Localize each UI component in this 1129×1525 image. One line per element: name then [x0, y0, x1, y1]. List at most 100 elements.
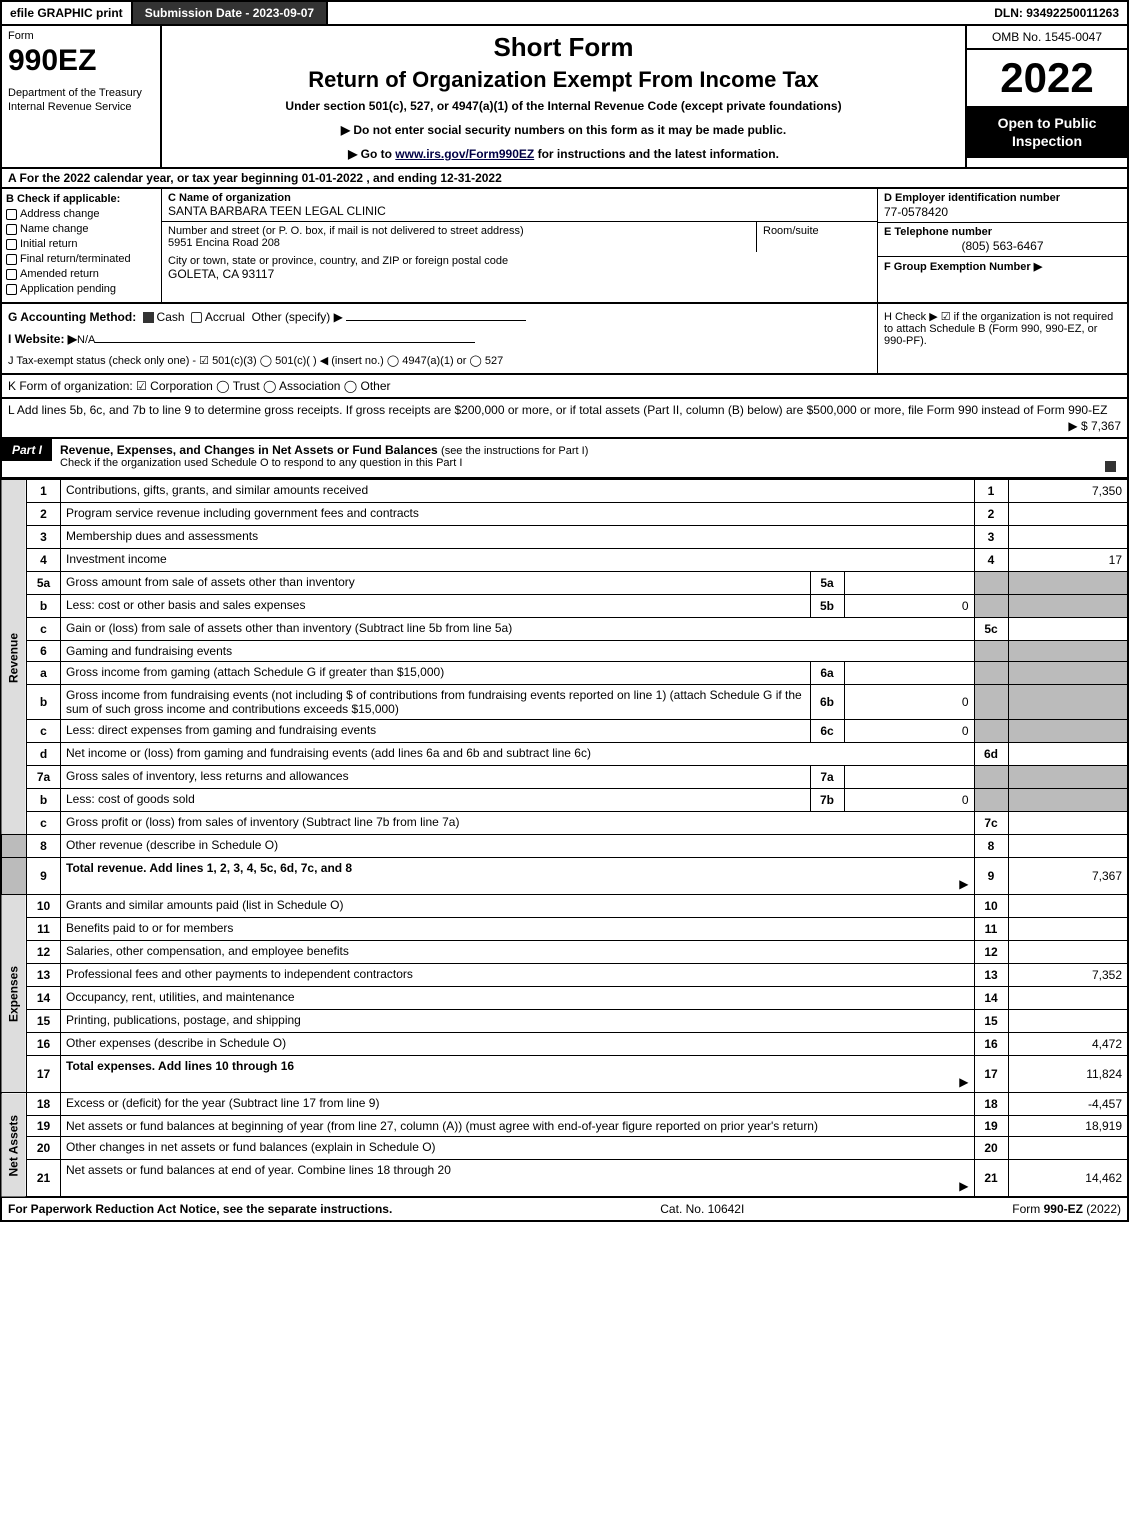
ein-block: D Employer identification number 77-0578… [878, 189, 1127, 223]
c-name-label: C Name of organization [168, 192, 871, 204]
footer-left: For Paperwork Reduction Act Notice, see … [8, 1202, 392, 1216]
info-section: B Check if applicable: Address change Na… [0, 189, 1129, 304]
table-row: cGain or (loss) from sale of assets othe… [1, 618, 1128, 641]
ghi-left: G Accounting Method: Cash Accrual Other … [2, 304, 877, 373]
row-j: J Tax-exempt status (check only one) - ☑… [8, 354, 871, 367]
street-value: 5951 Encina Road 208 [168, 237, 750, 249]
side-expenses: Expenses [1, 895, 27, 1093]
arrow-icon: ▶ [959, 877, 968, 891]
arrow-icon: ▶ [959, 1075, 968, 1089]
table-row: 21Net assets or fund balances at end of … [1, 1160, 1128, 1198]
street-row: Number and street (or P. O. box, if mail… [162, 222, 877, 252]
table-row: Net Assets 18Excess or (deficit) for the… [1, 1093, 1128, 1116]
l-amount: ▶ $ 7,367 [1068, 419, 1121, 433]
ein-value: 77-0578420 [884, 205, 1121, 219]
row-g: G Accounting Method: Cash Accrual Other … [8, 310, 871, 324]
checkbox-checked-icon [1105, 461, 1116, 472]
street-label: Number and street (or P. O. box, if mail… [168, 225, 750, 237]
org-name-block: C Name of organization SANTA BARBARA TEE… [162, 189, 877, 222]
table-row: dNet income or (loss) from gaming and fu… [1, 743, 1128, 766]
part-title: Revenue, Expenses, and Changes in Net As… [60, 439, 1094, 477]
checkbox-icon[interactable] [6, 239, 17, 250]
col-d-right: D Employer identification number 77-0578… [877, 189, 1127, 302]
row-g-h: G Accounting Method: Cash Accrual Other … [0, 304, 1129, 375]
table-row: 16Other expenses (describe in Schedule O… [1, 1033, 1128, 1056]
footer-mid: Cat. No. 10642I [660, 1202, 744, 1216]
col-b-checkboxes: B Check if applicable: Address change Na… [2, 189, 162, 302]
checkbox-icon[interactable] [191, 312, 202, 323]
table-row: Expenses 10Grants and similar amounts pa… [1, 895, 1128, 918]
side-revenue: Revenue [1, 480, 27, 835]
form-label: Form [8, 30, 154, 42]
table-row: 7aGross sales of inventory, less returns… [1, 766, 1128, 789]
form-header: Form 990EZ Department of the Treasury In… [0, 26, 1129, 169]
submission-date: Submission Date - 2023-09-07 [131, 2, 328, 24]
irs-link[interactable]: www.irs.gov/Form990EZ [395, 147, 534, 161]
table-row: bGross income from fundraising events (n… [1, 685, 1128, 720]
checkbox-icon[interactable] [6, 269, 17, 280]
part-1-header: Part I Revenue, Expenses, and Changes in… [0, 439, 1129, 479]
short-form-title: Short Form [172, 32, 955, 63]
b-item: Final return/terminated [6, 253, 157, 265]
efile-label: efile GRAPHIC print [2, 2, 131, 24]
table-row: bLess: cost of goods sold7b0 [1, 789, 1128, 812]
org-name: SANTA BARBARA TEEN LEGAL CLINIC [168, 204, 871, 218]
city-label: City or town, state or province, country… [168, 255, 871, 267]
b-label: B Check if applicable: [6, 193, 157, 205]
header-left: Form 990EZ Department of the Treasury In… [2, 26, 162, 167]
table-row: cLess: direct expenses from gaming and f… [1, 720, 1128, 743]
return-title: Return of Organization Exempt From Incom… [172, 67, 955, 93]
website-underline [95, 342, 475, 343]
table-row: cGross profit or (loss) from sales of in… [1, 812, 1128, 835]
top-bar: efile GRAPHIC print Submission Date - 20… [0, 0, 1129, 26]
phone-label: E Telephone number [884, 226, 1121, 238]
city-block: City or town, state or province, country… [162, 252, 877, 284]
table-row: 14Occupancy, rent, utilities, and mainte… [1, 987, 1128, 1010]
checkbox-icon[interactable] [6, 224, 17, 235]
table-row: Revenue 1Contributions, gifts, grants, a… [1, 480, 1128, 503]
omb-number: OMB No. 1545-0047 [967, 26, 1127, 50]
row-a-tax-year: A For the 2022 calendar year, or tax yea… [0, 169, 1129, 189]
ein-label: D Employer identification number [884, 192, 1121, 204]
table-row: 3Membership dues and assessments3 [1, 526, 1128, 549]
group-label: F Group Exemption Number ▶ [884, 260, 1121, 273]
checkbox-icon[interactable] [6, 209, 17, 220]
side-net-assets: Net Assets [1, 1093, 27, 1198]
b-item: Amended return [6, 268, 157, 280]
top-bar-left: efile GRAPHIC print Submission Date - 20… [2, 2, 328, 24]
header-center: Short Form Return of Organization Exempt… [162, 26, 967, 167]
table-row: 19Net assets or fund balances at beginni… [1, 1116, 1128, 1137]
checkbox-icon[interactable] [6, 254, 17, 265]
b-item: Initial return [6, 238, 157, 250]
other-underline [346, 320, 526, 321]
l2-post: for instructions and the latest informat… [534, 147, 779, 161]
row-l: L Add lines 5b, 6c, and 7b to line 9 to … [0, 399, 1129, 439]
instruction-line-2: ▶ Go to www.irs.gov/Form990EZ for instru… [172, 147, 955, 161]
checkbox-checked-icon [143, 312, 154, 323]
i-label: I Website: ▶ [8, 332, 77, 346]
website-value: N/A [77, 334, 95, 346]
table-row: 2Program service revenue including gover… [1, 503, 1128, 526]
checkbox-icon[interactable] [6, 284, 17, 295]
arrow-icon: ▶ [959, 1179, 968, 1193]
l2-pre: ▶ Go to [348, 147, 395, 161]
dln: DLN: 93492250011263 [986, 2, 1127, 24]
table-row: 15Printing, publications, postage, and s… [1, 1010, 1128, 1033]
col-c-org-info: C Name of organization SANTA BARBARA TEE… [162, 189, 877, 302]
row-h: H Check ▶ ☑ if the organization is not r… [877, 304, 1127, 373]
department: Department of the Treasury Internal Reve… [8, 86, 154, 115]
table-row: 5aGross amount from sale of assets other… [1, 572, 1128, 595]
table-row: aGross income from gaming (attach Schedu… [1, 662, 1128, 685]
tax-year: 2022 [967, 50, 1127, 106]
b-item: Application pending [6, 283, 157, 295]
phone-block: E Telephone number (805) 563-6467 [878, 223, 1127, 257]
table-row: bLess: cost or other basis and sales exp… [1, 595, 1128, 618]
page-footer: For Paperwork Reduction Act Notice, see … [0, 1198, 1129, 1222]
row-i: I Website: ▶N/A [8, 332, 871, 346]
open-to-public: Open to Public Inspection [967, 106, 1127, 158]
row-k: K Form of organization: ☑ Corporation ◯ … [0, 375, 1129, 399]
instruction-line-1: ▶ Do not enter social security numbers o… [172, 123, 955, 137]
lines-table: Revenue 1Contributions, gifts, grants, a… [0, 479, 1129, 1198]
footer-right: Form 990-EZ (2022) [1012, 1202, 1121, 1216]
part-label: Part I [2, 439, 52, 461]
